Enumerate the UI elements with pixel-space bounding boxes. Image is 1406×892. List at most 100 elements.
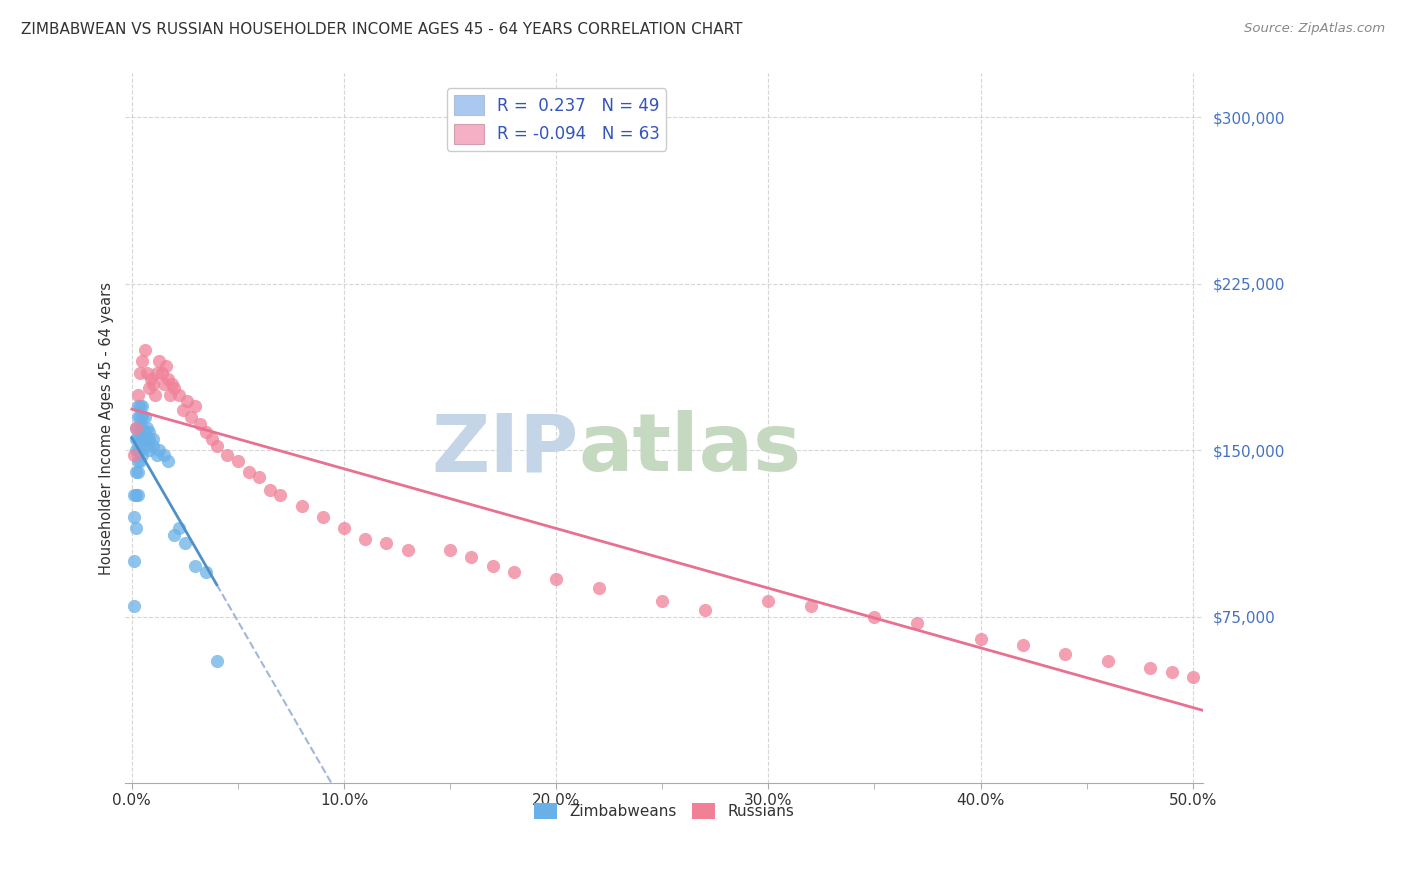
Point [312,509,335,524]
Point [205,439,228,453]
Point [146,366,169,380]
Point [756,594,779,608]
Point [125,466,148,480]
Point [176,394,198,409]
Point [131,421,153,435]
Point [152,448,174,462]
Point [205,654,228,668]
Point [127,388,149,402]
Point [588,581,610,595]
Point [460,549,482,564]
Point [125,421,148,435]
Point [129,421,152,435]
Point [127,466,149,480]
Point [135,421,157,435]
Point [180,409,202,424]
Text: Source: ZipAtlas.com: Source: ZipAtlas.com [1244,22,1385,36]
Text: ZIP: ZIP [430,410,578,488]
Point [184,558,207,573]
Point [138,425,160,440]
Text: ZIMBABWEAN VS RUSSIAN HOUSEHOLDER INCOME AGES 45 - 64 YEARS CORRELATION CHART: ZIMBABWEAN VS RUSSIAN HOUSEHOLDER INCOME… [21,22,742,37]
Point [173,536,195,550]
Point [152,376,174,391]
Point [125,487,148,501]
Legend: Zimbabweans, Russians: Zimbabweans, Russians [529,797,800,825]
Point [122,448,145,462]
Point [172,403,194,417]
Point [1223,681,1246,695]
Point [439,543,461,558]
Point [1246,687,1268,701]
Point [396,543,419,558]
Point [138,443,160,458]
Point [156,372,179,386]
Point [148,443,170,458]
Point [122,599,145,613]
Point [481,558,503,573]
Point [129,432,152,446]
Point [863,609,886,624]
Point [1012,639,1035,653]
Point [129,443,152,458]
Point [139,372,162,386]
Point [167,521,190,535]
Point [333,521,356,535]
Point [651,594,673,608]
Point [143,388,166,402]
Point [127,454,149,468]
Point [125,432,148,446]
Point [800,599,823,613]
Point [134,343,156,358]
Point [184,399,207,413]
Point [131,432,153,446]
Point [135,366,157,380]
Point [1097,654,1119,668]
Point [163,527,186,541]
Point [195,566,218,580]
Point [138,381,160,395]
Point [125,443,148,458]
Point [159,388,181,402]
Point [131,409,153,424]
Point [546,572,568,586]
Point [905,616,928,631]
Point [163,381,186,395]
Point [290,499,312,513]
Point [129,454,152,468]
Point [150,366,173,380]
Point [155,359,177,373]
Point [131,399,153,413]
Point [1054,648,1077,662]
Point [156,454,179,468]
Point [138,432,160,446]
Point [129,409,152,424]
Point [269,487,291,501]
Point [1139,660,1161,674]
Point [129,399,152,413]
Point [146,448,169,462]
Point [131,448,153,462]
Y-axis label: Householder Income Ages 45 - 64 years: Householder Income Ages 45 - 64 years [100,282,114,574]
Point [167,388,190,402]
Point [195,425,218,440]
Point [122,509,145,524]
Point [127,409,149,424]
Point [127,443,149,458]
Point [217,448,239,462]
Point [1181,669,1204,683]
Point [142,376,165,391]
Point [127,487,149,501]
Point [125,421,148,435]
Point [238,466,260,480]
Point [131,354,153,368]
Point [142,439,165,453]
Point [134,432,156,446]
Text: atlas: atlas [578,410,801,488]
Point [148,354,170,368]
Point [135,432,157,446]
Point [1202,676,1225,690]
Point [1160,665,1182,679]
Point [969,632,991,646]
Point [375,536,398,550]
Point [135,439,157,453]
